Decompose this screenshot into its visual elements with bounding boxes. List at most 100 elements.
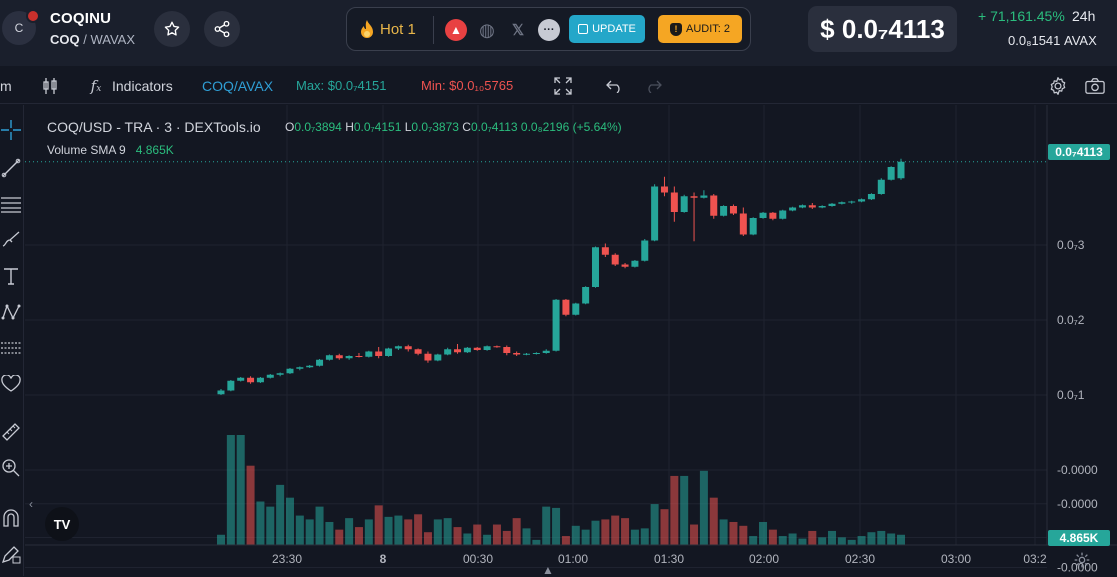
candle-body: [887, 167, 895, 180]
volume-bar: [266, 506, 275, 545]
drawing-toolbar: [0, 105, 24, 576]
volume-bar: [404, 519, 413, 545]
magnet-tool[interactable]: [0, 507, 22, 529]
measure-tool[interactable]: [0, 421, 22, 443]
close-label: C: [462, 120, 471, 134]
avalanche-icon[interactable]: ▲: [445, 19, 467, 41]
chart-settings-button[interactable]: [1048, 76, 1068, 96]
price-tick-label: -0.0000: [1057, 463, 1098, 477]
favorites-tool[interactable]: [0, 373, 22, 395]
candle-body: [710, 195, 718, 216]
globe-icon[interactable]: ◍: [479, 19, 495, 40]
fib-tool[interactable]: [0, 193, 22, 215]
indicators-icon-button[interactable]: fx: [86, 76, 106, 96]
camera-icon: [1085, 78, 1105, 94]
high-label: H: [345, 120, 354, 134]
volume-bar: [433, 519, 442, 545]
candle-body: [680, 196, 688, 212]
time-tick-label: 00:30: [463, 552, 493, 566]
brush-tool[interactable]: [0, 229, 22, 251]
pair-toggle[interactable]: COQ/AVAX: [202, 78, 274, 94]
volume-sma-label: Volume SMA 9: [47, 143, 126, 157]
pencil-lock-icon: [1, 546, 21, 564]
volume-bar: [374, 505, 383, 545]
price-change-24h: + 71,161.45%: [978, 8, 1065, 24]
crosshair-tool[interactable]: [0, 119, 22, 141]
undo-button[interactable]: [605, 76, 625, 96]
share-button[interactable]: [204, 11, 240, 47]
time-tick-label: 02:00: [749, 552, 779, 566]
pattern-tool[interactable]: [0, 301, 22, 323]
indicators-button[interactable]: Indicators: [112, 78, 173, 94]
trendline-tool[interactable]: [0, 157, 22, 179]
volume-bar: [552, 507, 561, 545]
hot-rank-label[interactable]: Hot 1: [380, 21, 416, 38]
tradingview-logo[interactable]: TV: [45, 507, 79, 541]
candle-body: [552, 299, 560, 351]
volume-bar: [798, 538, 807, 545]
zoom-tool[interactable]: [0, 457, 22, 479]
pair-symbol: COQ: [50, 32, 80, 47]
volume-bar: [561, 536, 570, 545]
text-icon: [4, 268, 18, 285]
collapse-toolbar-icon[interactable]: ‹: [29, 497, 33, 511]
update-button[interactable]: UPDATE: [569, 15, 645, 43]
candlestick-chart[interactable]: 0.0₇30.0₇20.0₇1-0.0000-0.0000-0.0000-0.0…: [25, 105, 1117, 576]
candle-body: [444, 349, 452, 355]
function-icon: fx: [90, 77, 102, 95]
token-logo-icon: [26, 9, 40, 23]
fullscreen-button[interactable]: [553, 76, 573, 96]
x-twitter-icon[interactable]: 𝕏: [511, 22, 525, 39]
zoom-in-icon: [2, 459, 20, 477]
star-icon: [164, 21, 180, 36]
candle-body: [621, 264, 629, 267]
axis-settings-icon[interactable]: [1074, 552, 1090, 568]
volume-bar: [581, 529, 590, 545]
lock-drawings-tool[interactable]: [0, 543, 22, 565]
time-tick-label: 01:00: [558, 552, 588, 566]
candle-body: [601, 247, 609, 255]
volume-bar: [542, 506, 551, 545]
volume-bar: [749, 536, 758, 545]
heart-icon: [1, 375, 21, 392]
token-header: C COQINU COQ / WAVAX Hot 1 ▲ ◍ 𝕏 ··· UPD…: [0, 0, 1117, 66]
forecast-tool[interactable]: [0, 337, 22, 359]
candle-body: [660, 186, 668, 193]
price-chart[interactable]: 0.0₇30.0₇20.0₇1-0.0000-0.0000-0.0000-0.0…: [25, 105, 1117, 577]
volume-bar: [739, 525, 748, 545]
redo-button[interactable]: [643, 76, 663, 96]
price-tick-label: -0.0000: [1057, 497, 1098, 511]
volume-bar: [345, 518, 354, 545]
crosshair-icon: [1, 120, 21, 140]
volume-bar: [699, 470, 708, 545]
more-icon[interactable]: ···: [538, 19, 560, 41]
fullscreen-icon: [554, 77, 572, 95]
candle-body: [798, 205, 806, 208]
volume-bar: [502, 530, 511, 545]
volume-bar: [414, 514, 423, 545]
candle-body: [582, 287, 590, 304]
volume-bar: [877, 530, 886, 545]
favorite-button[interactable]: [154, 11, 190, 47]
volume-bar: [818, 537, 827, 545]
candle-body: [296, 367, 304, 369]
volume-bar: [315, 506, 324, 545]
candle-body: [463, 347, 471, 353]
audit-button[interactable]: ! AUDIT: 2: [658, 15, 742, 43]
redo-icon: [648, 80, 662, 93]
expand-panel-icon[interactable]: ▲: [542, 563, 554, 577]
timeframe-selector[interactable]: m: [0, 78, 12, 94]
screenshot-button[interactable]: [1085, 76, 1105, 96]
time-tick-label: 03:2: [1023, 552, 1047, 566]
candle-body: [375, 351, 383, 356]
open-value: 0.0₇3894: [294, 120, 342, 134]
text-tool[interactable]: [0, 265, 22, 287]
candle-body: [217, 390, 225, 395]
audit-label: AUDIT: 2: [685, 23, 730, 35]
candle-type-button[interactable]: [40, 76, 60, 96]
volume-bar: [305, 519, 314, 545]
candle-body: [720, 206, 728, 216]
candle-body: [542, 350, 550, 353]
candle-body: [779, 210, 787, 219]
candle-body: [276, 373, 284, 375]
